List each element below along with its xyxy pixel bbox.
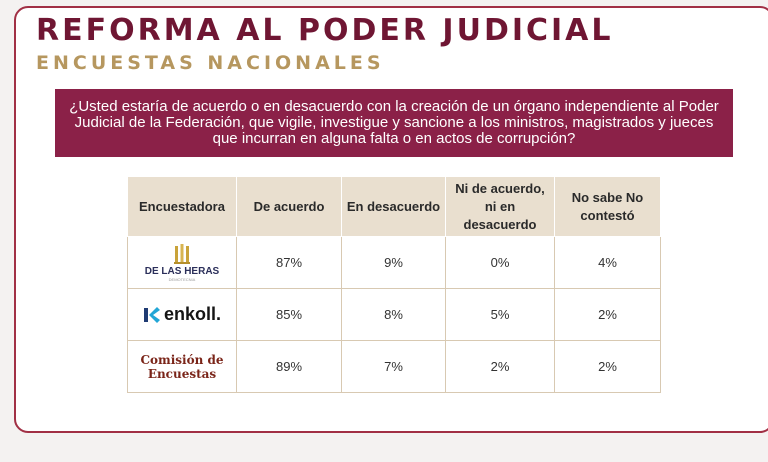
value-no-sabe: 2% (554, 288, 661, 341)
table-row: DE LAS HERAS DEMOTECNIA 87% 9% 0% 4% (127, 236, 661, 289)
value-de-acuerdo: 89% (236, 340, 342, 393)
firm-tagline: DEMOTECNIA (168, 276, 196, 282)
header-de-acuerdo: De acuerdo (236, 176, 342, 237)
building-columns-icon (174, 243, 190, 264)
firm-cell: Comisión de Encuestas (127, 340, 237, 393)
comision-de-encuestas-logo: Comisión de Encuestas (140, 352, 224, 381)
value-de-acuerdo: 87% (236, 236, 342, 289)
header-ni-de-acuerdo: Ni de acuerdo, ni en desacuerdo (445, 176, 555, 237)
value-ni-de-acuerdo: 5% (445, 288, 555, 341)
value-de-acuerdo: 85% (236, 288, 342, 341)
table-row: Comisión de Encuestas 89% 7% 2% 2% (127, 340, 661, 393)
value-no-sabe: 2% (554, 340, 661, 393)
header-encuestadora: Encuestadora (127, 176, 237, 237)
enkoll-logo: enkoll. (128, 304, 236, 325)
results-table: Encuestadora De acuerdo En desacuerdo Ni… (127, 176, 661, 393)
value-ni-de-acuerdo: 0% (445, 236, 555, 289)
de-las-heras-logo: DE LAS HERAS DEMOTECNIA (128, 243, 236, 282)
firm-cell: DE LAS HERAS DEMOTECNIA (127, 236, 237, 289)
firm-name: DE LAS HERAS (144, 265, 220, 277)
table-row: enkoll. 85% 8% 5% 2% (127, 288, 661, 341)
header-no-sabe: No sabe No contestó (554, 176, 661, 237)
question-text: ¿Usted estaría de acuerdo o en desacuerd… (69, 98, 719, 147)
enkoll-k-icon (143, 306, 160, 323)
value-en-desacuerdo: 8% (341, 288, 446, 341)
value-ni-de-acuerdo: 2% (445, 340, 555, 393)
value-en-desacuerdo: 9% (341, 236, 446, 289)
survey-question: ¿Usted estaría de acuerdo o en desacuerd… (55, 89, 733, 157)
header-en-desacuerdo: En desacuerdo (341, 176, 446, 237)
table-header-row: Encuestadora De acuerdo En desacuerdo Ni… (127, 176, 661, 237)
value-no-sabe: 4% (554, 236, 661, 289)
firm-cell: enkoll. (127, 288, 237, 341)
value-en-desacuerdo: 7% (341, 340, 446, 393)
page-title: REFORMA AL PODER JUDICIAL (36, 13, 614, 48)
firm-name: enkoll. (163, 304, 221, 324)
page-subtitle: ENCUESTAS NACIONALES (36, 52, 385, 74)
